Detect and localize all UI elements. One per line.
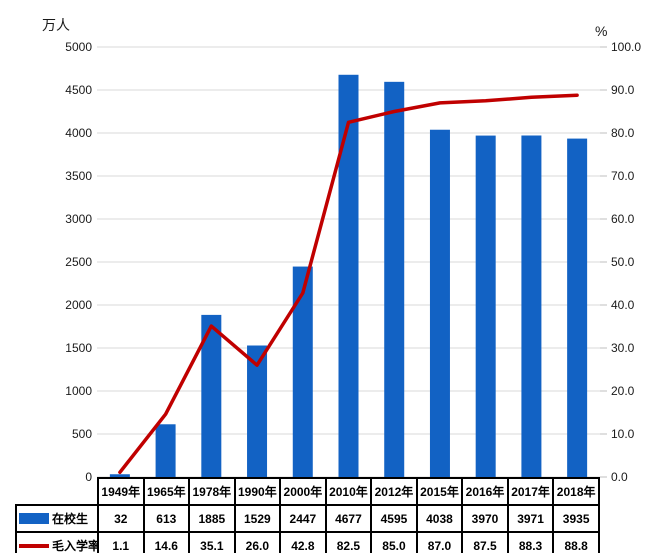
table-series-row: 在校生 32 613 1885 1529 2447 4677 4595 4038 3970 3971… <box>15 504 600 533</box>
year-header-cell: 2015年 <box>415 477 464 506</box>
year-header-cell: 2010年 <box>324 477 373 506</box>
year-header-cell: 2012年 <box>370 477 418 506</box>
rate-line <box>118 93 579 475</box>
value-cell: 87.5 <box>461 531 509 553</box>
left-axis-tick-labels: 0 500 1000 1500 2000 2500 3000 3500 4000 4500 5000 <box>65 40 92 484</box>
year-header-cell: 2016年 <box>461 477 509 506</box>
right-axis-tick-label: 20.0 <box>611 384 635 398</box>
value-cell: 42.8 <box>279 531 327 553</box>
bar <box>384 81 405 477</box>
value-cell: 35.1 <box>188 531 236 553</box>
left-axis-unit-label: 万人 <box>42 17 70 33</box>
year-header-cell: 2017年 <box>506 477 555 506</box>
bar <box>109 474 130 477</box>
value-cell: 32 <box>97 504 145 533</box>
left-axis-tick-label: 3000 <box>65 212 92 226</box>
right-axis-tick-label: 40.0 <box>611 298 635 312</box>
left-axis-tick-label: 1500 <box>65 341 92 355</box>
year-header-cell: 1949年 <box>97 477 145 506</box>
legend-bar-swatch-icon <box>19 513 49 524</box>
left-axis-tick-label: 5000 <box>65 40 92 54</box>
right-axis-tick-label: 60.0 <box>611 212 635 226</box>
value-cell: 1.1 <box>97 531 145 553</box>
value-cell: 88.8 <box>552 531 600 553</box>
value-cell: 3935 <box>552 504 600 533</box>
right-axis-unit-label: % <box>595 23 607 39</box>
legend-cell: 在校生 <box>15 504 99 533</box>
year-header-cell: 2018年 <box>552 477 600 506</box>
right-axis-tick-label: 90.0 <box>611 83 635 97</box>
value-cell: 4038 <box>415 504 464 533</box>
value-cell: 1529 <box>233 504 282 533</box>
bar <box>292 266 313 477</box>
value-cell: 88.3 <box>506 531 555 553</box>
bar-series-group <box>109 74 588 477</box>
right-axis-tick-label: 100.0 <box>611 40 641 54</box>
table-header-row: 1949年 1965年 1978年 1990年 2000年 2010年 2012年 2015年… <box>16 477 600 506</box>
legend-line-swatch-icon <box>19 543 49 548</box>
right-axis-tick-label: 0.0 <box>611 470 628 484</box>
data-table: 1949年 1965年 1978年 1990年 2000年 2010年 2012年 2015年… <box>15 477 600 553</box>
bar <box>155 424 176 477</box>
value-cell: 14.6 <box>142 531 191 553</box>
bar <box>338 74 359 477</box>
legend-label: 毛入学率 <box>52 539 98 553</box>
value-cell: 26.0 <box>233 531 282 553</box>
legend-cell: 毛入学率 <box>15 531 99 553</box>
bar <box>475 135 496 477</box>
legend-label: 在校生 <box>52 512 89 526</box>
value-cell: 1885 <box>188 504 236 533</box>
right-axis-tick-marks <box>600 46 607 478</box>
value-cell: 85.0 <box>370 531 418 553</box>
value-cell: 82.5 <box>324 531 373 553</box>
table-series-row: 毛入学率 1.1 14.6 35.1 26.0 42.8 82.5 85.0 87.0 87.5 8… <box>15 531 600 553</box>
left-axis-tick-label: 4500 <box>65 83 92 97</box>
value-cell: 3970 <box>461 504 509 533</box>
right-axis-tick-label: 50.0 <box>611 255 635 269</box>
left-axis-tick-label: 0 <box>85 470 92 484</box>
left-axis-tick-label: 3500 <box>65 169 92 183</box>
left-axis-tick-label: 4000 <box>65 126 92 140</box>
value-cell: 4677 <box>324 504 373 533</box>
bar <box>247 345 268 477</box>
right-axis-tick-label: 70.0 <box>611 169 635 183</box>
left-axis-tick-label: 2000 <box>65 298 92 312</box>
value-cell: 87.0 <box>415 531 464 553</box>
bar <box>429 129 450 477</box>
left-axis-tick-label: 500 <box>72 427 92 441</box>
year-header-cell: 1978年 <box>188 477 236 506</box>
year-header-cell: 1990年 <box>233 477 282 506</box>
left-axis-tick-label: 1000 <box>65 384 92 398</box>
year-header-cell: 1965年 <box>142 477 191 506</box>
value-cell: 3971 <box>506 504 555 533</box>
right-axis-tick-label: 10.0 <box>611 427 635 441</box>
legend-entry: 在校生 <box>18 510 96 527</box>
value-cell: 2447 <box>279 504 327 533</box>
right-axis-tick-labels: 0.0 10.0 20.0 30.0 40.0 50.0 60.0 70.0 80.0 90.0 1… <box>611 40 641 484</box>
line-series-group <box>118 93 579 475</box>
year-header-cell: 2000年 <box>279 477 327 506</box>
legend-entry: 毛入学率 <box>18 537 98 553</box>
left-axis-tick-label: 2500 <box>65 255 92 269</box>
value-cell: 4595 <box>370 504 418 533</box>
bar <box>521 135 542 477</box>
table-corner-spacer <box>16 478 98 505</box>
value-cell: 613 <box>142 504 191 533</box>
right-axis-tick-label: 80.0 <box>611 126 635 140</box>
bar <box>567 138 588 477</box>
right-axis-tick-label: 30.0 <box>611 341 635 355</box>
bar <box>201 314 222 477</box>
